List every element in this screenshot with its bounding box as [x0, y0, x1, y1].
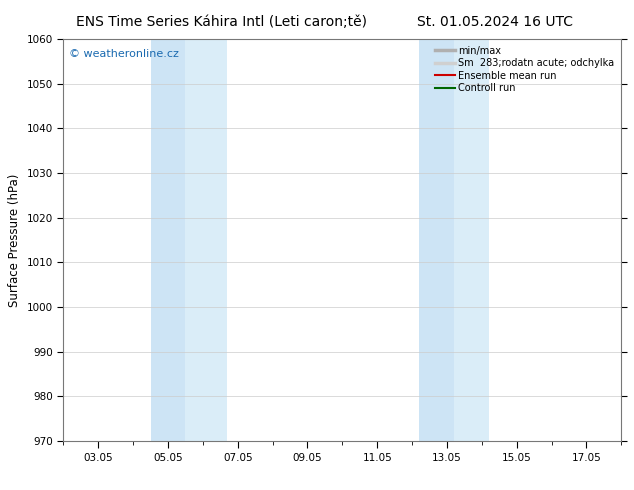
Text: ENS Time Series Káhira Intl (Leti caron;tě): ENS Time Series Káhira Intl (Leti caron;… [77, 15, 367, 29]
Text: © weatheronline.cz: © weatheronline.cz [69, 49, 179, 59]
Bar [150, 39, 185, 441]
Bar [454, 39, 489, 441]
Text: St. 01.05.2024 16 UTC: St. 01.05.2024 16 UTC [417, 15, 573, 29]
Y-axis label: Surface Pressure (hPa): Surface Pressure (hPa) [8, 173, 21, 307]
Legend: min/max, Sm  283;rodatn acute; odchylka, Ensemble mean run, Controll run: min/max, Sm 283;rodatn acute; odchylka, … [433, 44, 616, 95]
Bar [419, 39, 454, 441]
Bar [185, 39, 227, 441]
